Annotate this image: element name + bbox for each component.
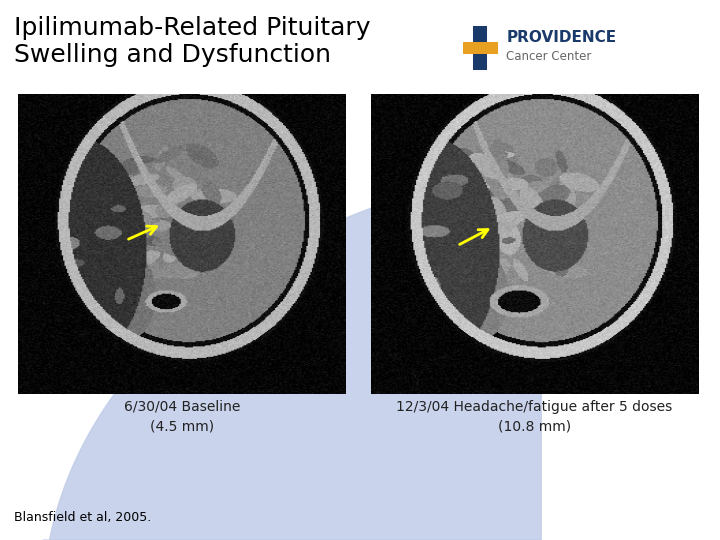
Text: Blansfield et al, 2005.: Blansfield et al, 2005. — [14, 511, 152, 524]
Polygon shape — [43, 167, 541, 540]
Text: PROVIDENCE: PROVIDENCE — [506, 30, 616, 45]
Text: Ipilimumab-Related Pituitary
Swelling and Dysfunction: Ipilimumab-Related Pituitary Swelling an… — [14, 16, 371, 67]
Bar — [473, 26, 487, 70]
Bar — [463, 42, 498, 54]
Text: 6/30/04 Baseline
(4.5 mm): 6/30/04 Baseline (4.5 mm) — [124, 400, 240, 433]
Text: 12/3/04 Headache/fatigue after 5 doses
(10.8 mm): 12/3/04 Headache/fatigue after 5 doses (… — [397, 400, 672, 433]
Text: Cancer Center: Cancer Center — [506, 50, 592, 63]
